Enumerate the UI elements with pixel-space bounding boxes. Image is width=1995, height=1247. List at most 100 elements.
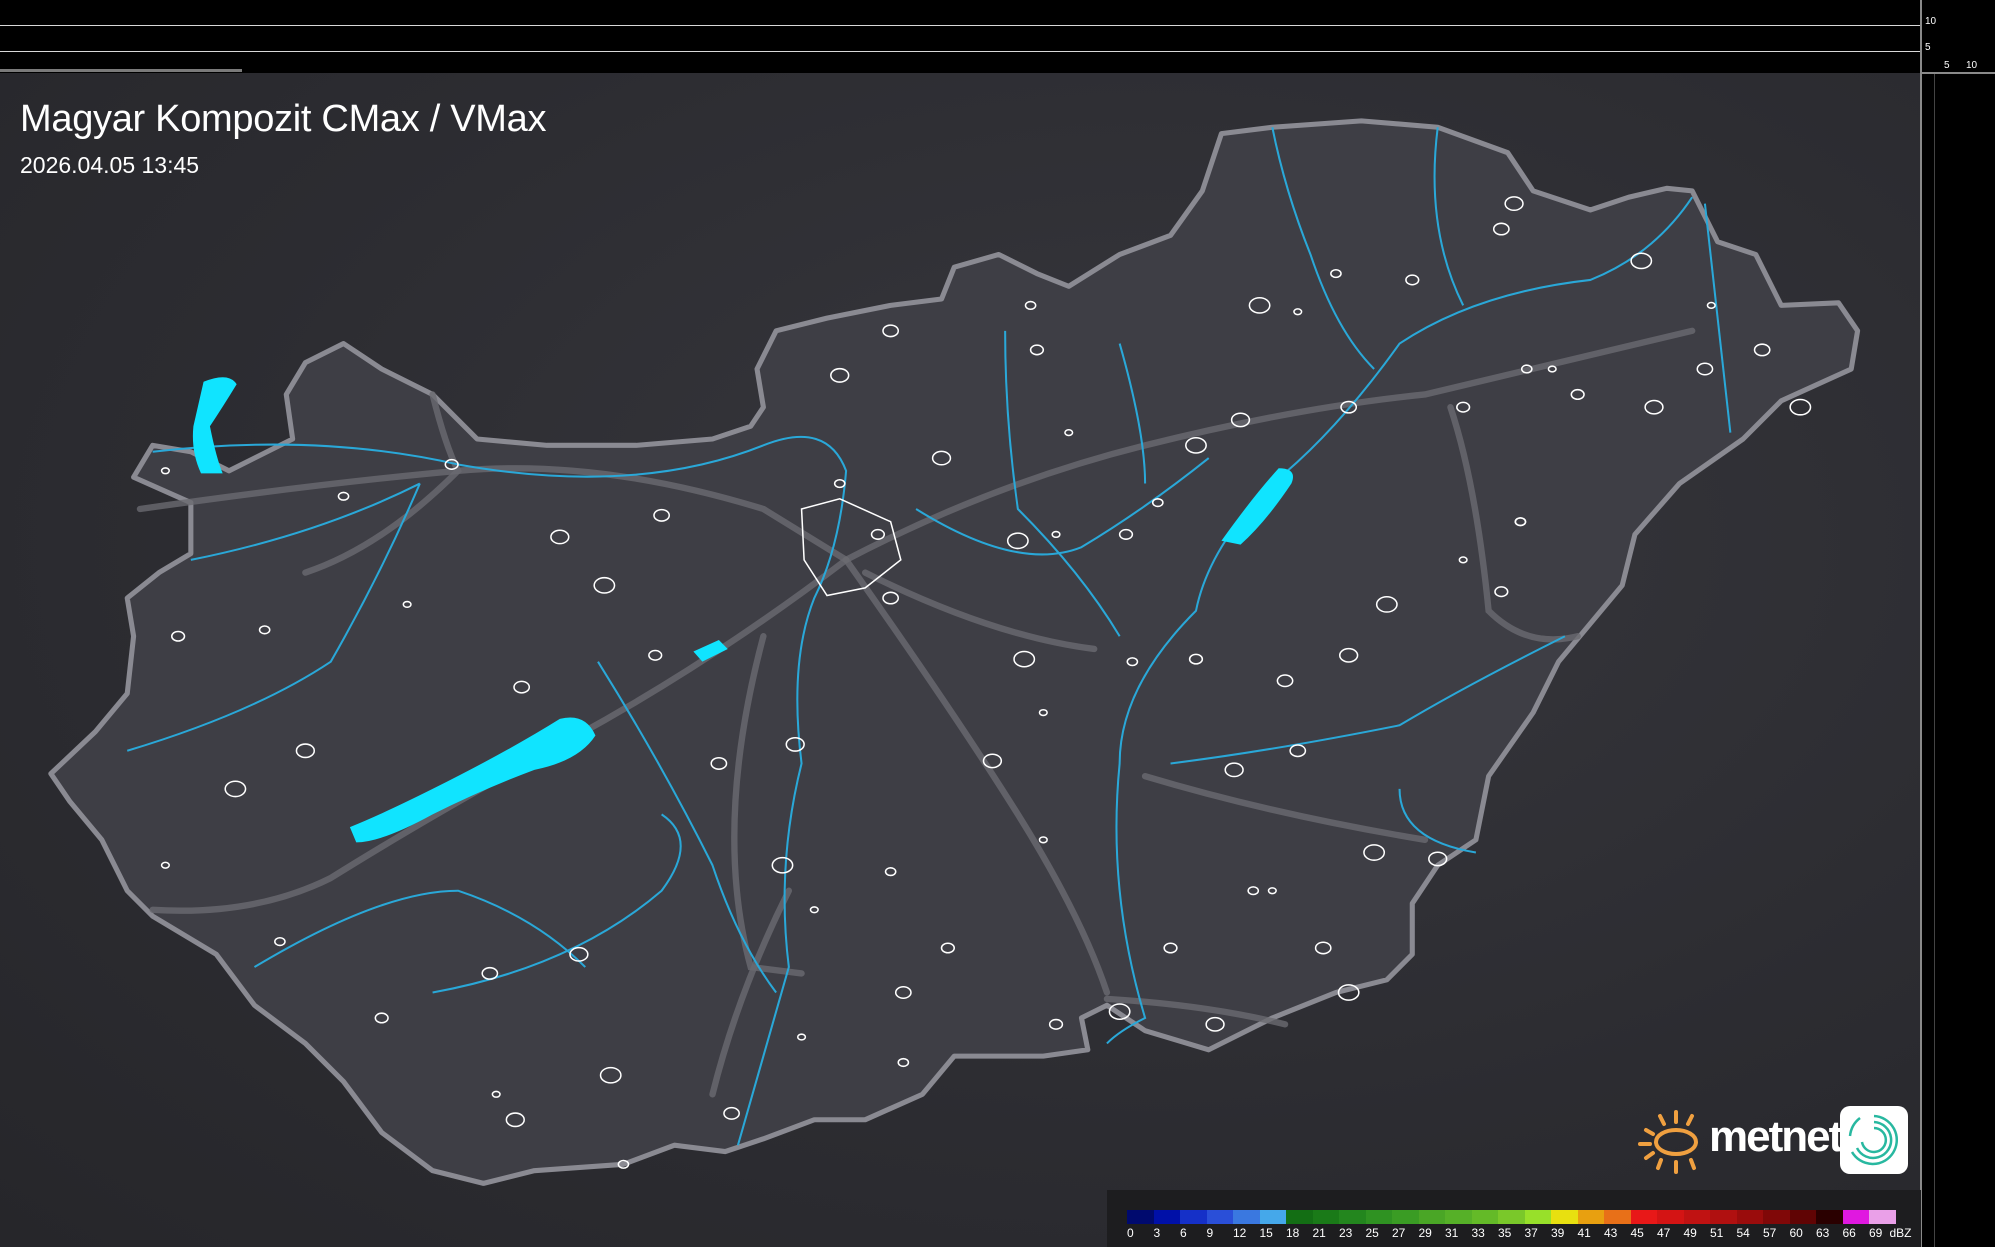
settlement-outline <box>870 528 886 540</box>
settlement-outline <box>1013 650 1036 668</box>
logo-text: metnet <box>1709 1112 1843 1161</box>
settlement-outline <box>1340 400 1358 414</box>
legend-swatch <box>1286 1210 1313 1224</box>
axis-tick-label: 5 <box>1925 42 1931 53</box>
lake-tisza <box>1221 468 1293 545</box>
legend-swatch <box>1445 1210 1472 1224</box>
settlement-outline <box>1314 941 1332 955</box>
side-axis-line <box>1920 0 1922 1247</box>
legend-label: 54 <box>1736 1226 1750 1240</box>
settlement-outline <box>1006 532 1029 550</box>
settlement-outline <box>1267 887 1277 895</box>
settlement-outline <box>481 966 499 980</box>
settlement-outline <box>1494 586 1509 598</box>
legend-label: 27 <box>1392 1226 1406 1240</box>
legend-swatch <box>1180 1210 1207 1224</box>
legend-swatch <box>1869 1210 1896 1224</box>
legend-label: 3 <box>1153 1226 1161 1240</box>
legend-swatch <box>1551 1210 1578 1224</box>
settlement-outline <box>513 680 531 694</box>
legend-label: 41 <box>1577 1226 1591 1240</box>
legend-swatch <box>1153 1210 1180 1224</box>
legend-label: 49 <box>1683 1226 1697 1240</box>
settlement-outline <box>1630 252 1653 270</box>
legend-swatch <box>1206 1210 1233 1224</box>
settlement-outline <box>491 1090 501 1098</box>
settlement-outline <box>796 1033 807 1041</box>
settlement-outline <box>1696 362 1714 376</box>
legend-label: 47 <box>1657 1226 1671 1240</box>
settlement-outline <box>1151 498 1164 508</box>
legend-swatch <box>1471 1210 1498 1224</box>
settlement-outline <box>444 458 459 470</box>
settlement-outline <box>1126 657 1139 667</box>
settlement-outline <box>1293 308 1303 316</box>
settlement-outline <box>710 756 728 770</box>
settlement-outline <box>1276 674 1294 688</box>
legend-swatch <box>1127 1210 1154 1224</box>
settlement-outline <box>833 478 846 489</box>
settlement-outline <box>505 1112 525 1128</box>
settlement-outline <box>1492 222 1510 236</box>
settlement-outline <box>1547 365 1557 373</box>
settlement-outline <box>1789 398 1812 416</box>
legend-label: 69 <box>1869 1226 1883 1240</box>
legend-labels: 0 3 6 9 12 15 18 21 23 25 27 29 31 33 35 37 39 41 43 45 47 49… <box>1122 1226 1922 1242</box>
settlement-outline <box>274 937 286 947</box>
settlement-outline <box>1405 274 1420 286</box>
top-gridline <box>0 51 1921 52</box>
settlement-outline <box>1024 300 1037 310</box>
settlement-outline <box>931 450 952 466</box>
legend-label: 66 <box>1842 1226 1856 1240</box>
legend-swatch <box>1498 1210 1525 1224</box>
settlement-outline <box>882 324 900 338</box>
settlement-outline <box>830 367 850 383</box>
settlement-outline <box>1205 1016 1225 1032</box>
settlement-outline <box>723 1106 740 1120</box>
settlement-outline <box>771 856 794 874</box>
settlement-outline <box>1520 364 1533 374</box>
legend-label: 6 <box>1180 1226 1187 1240</box>
legend-label: 60 <box>1789 1226 1803 1240</box>
settlement-outline <box>171 630 186 642</box>
settlement-outline <box>882 591 900 605</box>
side-axis-line <box>1934 73 1935 1247</box>
settlement-outline <box>160 861 170 869</box>
legend-swatch <box>1339 1210 1366 1224</box>
legend-label: 31 <box>1445 1226 1459 1240</box>
legend-label: 29 <box>1418 1226 1432 1240</box>
map-timestamp: 2026.04.05 13:45 <box>20 152 200 178</box>
legend-label: 18 <box>1286 1226 1300 1240</box>
settlement-outline <box>884 867 897 877</box>
settlement-outline <box>653 508 671 522</box>
lake-ferto <box>192 377 237 474</box>
settlement-outline <box>1230 412 1251 428</box>
settlement-outline <box>1051 530 1061 539</box>
settlement-outline <box>1375 596 1398 613</box>
scroll-indicator <box>0 69 242 72</box>
legend-swatch <box>1736 1210 1763 1224</box>
side-axis-baseline <box>1920 72 1995 74</box>
legend-swatch <box>1233 1210 1260 1224</box>
settlement-outline <box>1289 744 1307 758</box>
legend-swatch <box>1789 1210 1816 1224</box>
legend-label: 35 <box>1498 1226 1512 1240</box>
settlement-outline <box>1428 851 1448 867</box>
swirl-icon <box>1848 1114 1899 1166</box>
legend-label: 9 <box>1206 1226 1214 1240</box>
settlement-outline <box>1188 653 1204 665</box>
legend-swatch <box>1842 1210 1869 1224</box>
legend-label: 15 <box>1259 1226 1273 1240</box>
legend-label: 0 <box>1127 1226 1134 1240</box>
settlement-outline <box>1706 301 1716 310</box>
axis-tick-label: 10 <box>1966 60 1978 71</box>
settlement-outline <box>1337 984 1360 1001</box>
settlement-outline <box>897 1057 910 1068</box>
settlement-outline <box>1118 528 1134 540</box>
legend-label: 39 <box>1551 1226 1565 1240</box>
settlement-outline <box>648 649 663 661</box>
settlement-outline <box>258 625 271 635</box>
settlement-outline <box>1048 1018 1064 1030</box>
lakes <box>192 377 1293 843</box>
